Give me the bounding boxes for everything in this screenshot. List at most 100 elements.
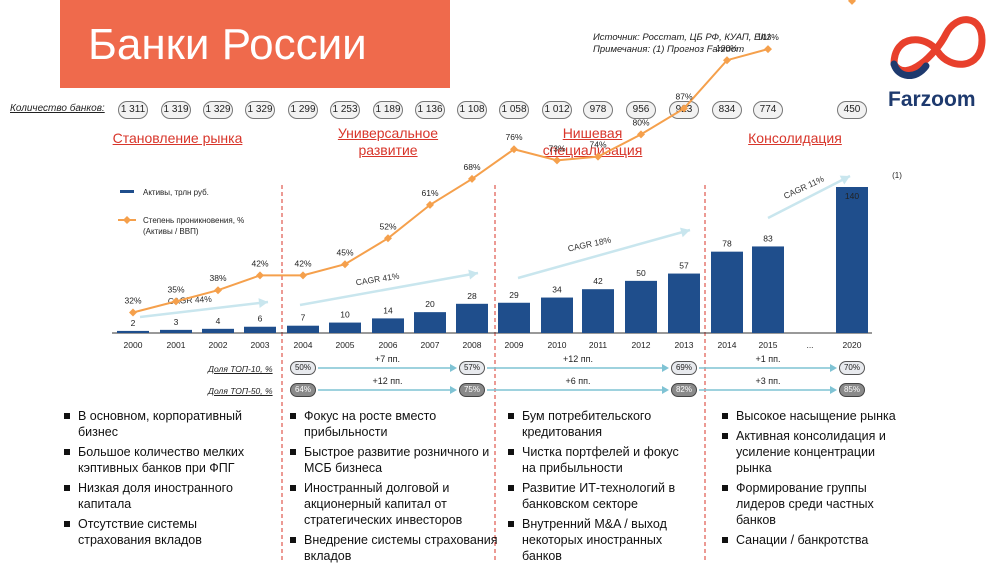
x-tick-label: 2006 [379,340,398,350]
farzoom-logo-icon [890,16,986,79]
bar-assets [711,251,743,333]
line-marker [637,130,645,139]
bar-assets [287,325,319,333]
x-tick-label: 2001 [167,340,186,350]
bank-count-pill: 1 319 [161,101,191,119]
bar-value-label: 7 [301,313,306,323]
line-marker [384,234,392,243]
bar-assets [541,297,573,333]
bar-assets [202,328,234,333]
legend-line-sublabel: (Активы / ВВП) [143,227,199,236]
share-arrow-head [830,386,837,394]
bar-assets [836,187,868,333]
penetration-value-label: 45% [336,247,353,257]
penetration-value-label: 38% [209,273,226,283]
legend-line-label: Степень проникновения, % [143,216,244,225]
line-marker [848,0,856,5]
phase-line: Консолидация [748,130,842,146]
bar-assets [456,303,488,333]
penetration-value-label: 80% [632,117,649,127]
bar-assets [372,318,404,333]
penetration-value-label: 100% [716,43,738,53]
bank-count-pill: 1 058 [499,101,529,119]
bar-assets [625,280,657,333]
phase-title-universal: Универсальное развитие [318,125,458,159]
top50-share-pill: 64% [290,383,316,397]
bar-value-label: 34 [552,285,562,295]
bar-value-label: 6 [258,314,263,324]
top50-share-pill: 82% [671,383,697,397]
page-title: Банки России [88,20,367,69]
bar-value-label: 78 [722,239,732,249]
bar-value-label: 29 [509,290,519,300]
bullet-item: Иностранный долговой и акционерный капит… [288,480,498,528]
bullet-item: Быстрое развитие розничного и МСБ бизнес… [288,444,498,476]
top10-share-pill: 50% [290,361,316,375]
line-marker [299,271,307,280]
bar-assets [582,289,614,333]
x-tick-label: 2012 [632,340,651,350]
cagr-label: CAGR 44% [168,294,213,306]
top50-delta-label: +3 пп. [755,376,781,386]
x-tick-label: 2005 [336,340,355,350]
phase-line: Универсальное [337,125,439,141]
bar-value-label: 14 [383,305,393,315]
top50-delta-label: +12 пп. [372,376,403,386]
penetration-value-label: 73% [548,143,565,153]
legend-bar-label: Активы, трлн руб. [143,188,209,197]
cagr-arrow [767,174,851,220]
bullet-item: Активная консолидация и усиление концент… [720,428,905,476]
x-tick-label: 2008 [463,340,482,350]
bullets-universal: Фокус на росте вместо прибыльности Быстро… [288,408,498,563]
bar-value-label: 10 [340,310,350,320]
phase-line: Нишевая [562,125,623,141]
cagr-arrow [517,228,691,280]
bullet-item: Санации / банкротства [720,532,905,548]
share-arrow-head [662,386,669,394]
cagr-label: CAGR 41% [355,271,400,288]
line-marker [214,286,222,295]
phase-line: развитие [358,142,418,158]
bar-value-label: 42 [593,276,603,286]
line-marker [129,308,137,317]
penetration-value-label: 35% [167,284,184,294]
cagr-arrow-head [468,269,478,280]
penetration-value-label: 42% [294,258,311,268]
penetration-value-label: 76% [505,132,522,142]
top10-delta-label: +7 пп. [374,354,400,364]
line-marker [341,260,349,269]
bullet-item: Чистка портфелей и фокус на прибыльности [506,444,696,476]
bullet-item: Развитие ИТ-технологий в банковском сект… [506,480,696,512]
penetration-value-label: 74% [589,140,606,150]
bullet-item: Внутренний M&A / выход некоторых иностра… [506,516,696,563]
bar-value-label: 50 [636,268,646,278]
bullet-item: Низкая доля иностранного капитала [62,480,267,512]
penetration-value-label: 61% [421,188,438,198]
legend-bar-swatch [120,190,134,193]
bank-count-pill: 978 [583,101,613,119]
bank-count-pill: 1 136 [415,101,445,119]
top10-share-label: Доля ТОП-10, % [208,364,273,374]
line-marker [172,297,180,306]
cagr-label: CAGR 18% [567,235,612,254]
line-marker [723,56,731,65]
bar-assets [498,302,530,333]
line-marker [256,271,264,280]
notes-line: Примечания: (1) Прогноз Farzoom [593,44,745,55]
title-banner [60,0,450,88]
cagr-arrow [139,300,269,319]
penetration-line [132,48,769,314]
bar-value-label: 57 [679,261,689,271]
bullet-item: В основном, корпоративный бизнес [62,408,267,440]
forecast-footnote: (1) [892,171,902,180]
bank-count-pill: 1 329 [245,101,275,119]
x-tick-label: 2015 [759,340,778,350]
bar-value-label: 28 [467,291,477,301]
bullets-niche: Бум потребительского кредитования Чистка … [506,408,696,563]
cagr-arrow-head [258,298,268,309]
x-tick-label: 2010 [548,340,567,350]
x-tick-label: 2002 [209,340,228,350]
share-arrow-head [450,364,457,372]
bank-count-pill: 1 299 [288,101,318,119]
bullets-consolidation: Высокое насыщение рынка Активная консолид… [720,408,905,552]
